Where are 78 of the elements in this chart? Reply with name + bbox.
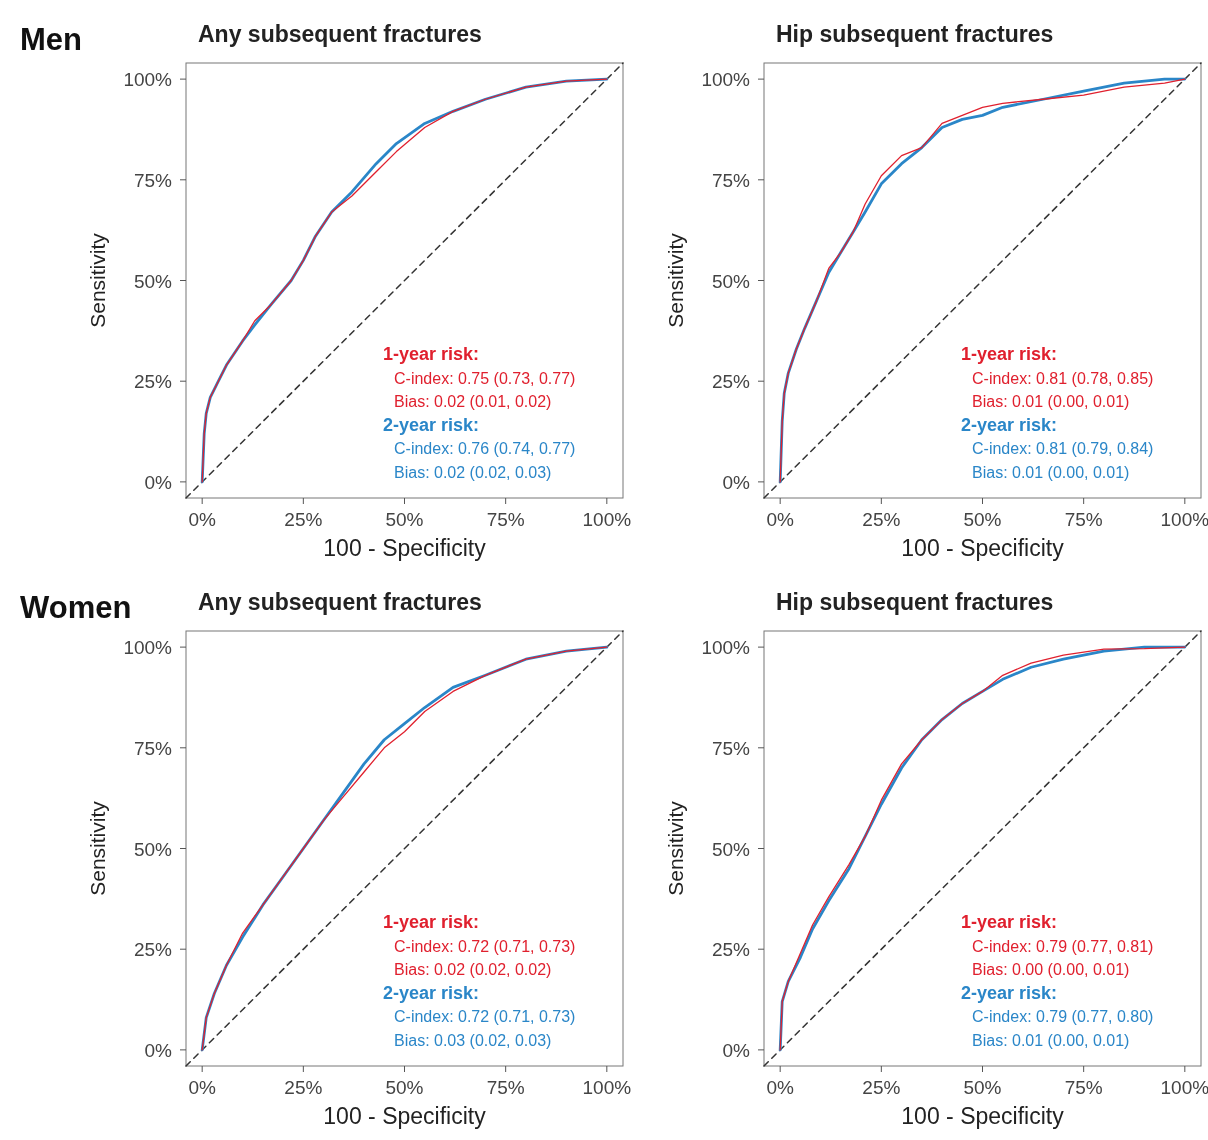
annotation: Bias: 0.02 (0.02, 0.02) xyxy=(394,961,552,978)
y-tick-label: 75% xyxy=(133,737,173,759)
y-tick-label: 100% xyxy=(123,69,173,91)
x-tick-label: 25% xyxy=(862,509,901,530)
annotation: C-index: 0.81 (0.79, 0.84) xyxy=(972,440,1154,457)
y-axis-title: Sensitivity xyxy=(664,800,687,896)
x-tick-label: 50% xyxy=(385,1077,424,1098)
x-tick-label: 75% xyxy=(1064,1077,1103,1098)
x-tick-label: 100% xyxy=(1160,1077,1208,1098)
chart-subtitle: Women xyxy=(20,590,132,625)
y-axis-title: Sensitivity xyxy=(86,800,109,896)
y-tick-label: 0% xyxy=(144,471,173,493)
y-tick-label: 25% xyxy=(133,371,173,393)
chart-title: Any subsequent fractures xyxy=(198,21,482,47)
x-tick-label: 0% xyxy=(188,509,217,530)
y-tick-label: 75% xyxy=(711,737,751,759)
x-tick-label: 75% xyxy=(486,1077,525,1098)
y-tick-label: 100% xyxy=(701,69,751,91)
annotation: Bias: 0.02 (0.01, 0.02) xyxy=(394,393,552,410)
y-tick-label: 50% xyxy=(711,838,751,860)
annotation: 2-year risk: xyxy=(383,982,480,1003)
y-tick-label: 100% xyxy=(701,637,751,659)
chart-title: Hip subsequent fractures xyxy=(776,589,1054,615)
y-tick-label: 25% xyxy=(133,939,173,961)
x-tick-label: 75% xyxy=(486,509,525,530)
annotation: Bias: 0.03 (0.02, 0.03) xyxy=(394,1031,552,1049)
x-tick-label: 50% xyxy=(963,1077,1002,1098)
x-tick-label: 0% xyxy=(766,1077,795,1098)
x-tick-label: 25% xyxy=(284,509,323,530)
y-tick-label: 0% xyxy=(722,471,751,493)
y-axis-title: Sensitivity xyxy=(664,232,687,328)
chart-title: Hip subsequent fractures xyxy=(776,21,1054,47)
y-tick-label: 75% xyxy=(133,169,173,191)
x-tick-label: 0% xyxy=(766,509,795,530)
x-axis-title: 100 - Specificity xyxy=(901,535,1065,561)
y-tick-label: 50% xyxy=(133,838,173,860)
annotation: C-index: 0.72 (0.71, 0.73) xyxy=(394,937,576,955)
annotation: 1-year risk: xyxy=(961,912,1058,932)
x-tick-label: 100% xyxy=(1160,509,1208,530)
x-tick-label: 75% xyxy=(1064,509,1103,530)
annotation: C-index: 0.79 (0.77, 0.80) xyxy=(972,1008,1154,1025)
annotation: Bias: 0.01 (0.00, 0.01) xyxy=(972,393,1130,410)
x-tick-label: 50% xyxy=(963,509,1002,530)
annotation: 2-year risk: xyxy=(961,414,1058,435)
x-tick-label: 0% xyxy=(188,1077,217,1098)
x-tick-label: 25% xyxy=(862,1077,901,1098)
annotation: C-index: 0.81 (0.78, 0.85) xyxy=(972,369,1154,387)
x-axis-title: 100 - Specificity xyxy=(323,535,487,561)
annotation: 2-year risk: xyxy=(961,982,1058,1003)
x-tick-label: 50% xyxy=(385,509,424,530)
annotation: 1-year risk: xyxy=(383,912,480,932)
annotation: Bias: 0.01 (0.00, 0.01) xyxy=(972,463,1130,481)
annotation: 1-year risk: xyxy=(961,344,1058,364)
x-tick-label: 25% xyxy=(284,1077,323,1098)
annotation: C-index: 0.75 (0.73, 0.77) xyxy=(394,369,576,387)
y-tick-label: 0% xyxy=(722,1039,751,1061)
y-tick-label: 50% xyxy=(711,270,751,292)
y-tick-label: 50% xyxy=(133,270,173,292)
y-tick-label: 25% xyxy=(711,371,751,393)
annotation: 2-year risk: xyxy=(383,414,480,435)
x-axis-title: 100 - Specificity xyxy=(323,1103,487,1129)
annotation: Bias: 0.01 (0.00, 0.01) xyxy=(972,1031,1130,1049)
annotation: C-index: 0.76 (0.74, 0.77) xyxy=(394,440,576,457)
chart-subtitle: Men xyxy=(20,22,82,57)
chart-title: Any subsequent fractures xyxy=(198,589,482,615)
y-tick-label: 100% xyxy=(123,637,173,659)
y-tick-label: 25% xyxy=(711,939,751,961)
y-tick-label: 75% xyxy=(711,169,751,191)
annotation: Bias: 0.00 (0.00, 0.01) xyxy=(972,961,1130,978)
annotation: Bias: 0.02 (0.02, 0.03) xyxy=(394,463,552,481)
annotation: C-index: 0.72 (0.71, 0.73) xyxy=(394,1008,576,1025)
x-tick-label: 100% xyxy=(582,509,632,530)
y-axis-title: Sensitivity xyxy=(86,232,109,328)
annotation: C-index: 0.79 (0.77, 0.81) xyxy=(972,937,1154,955)
annotation: 1-year risk: xyxy=(383,344,480,364)
x-tick-label: 100% xyxy=(582,1077,632,1098)
x-axis-title: 100 - Specificity xyxy=(901,1103,1065,1129)
y-tick-label: 0% xyxy=(144,1039,173,1061)
